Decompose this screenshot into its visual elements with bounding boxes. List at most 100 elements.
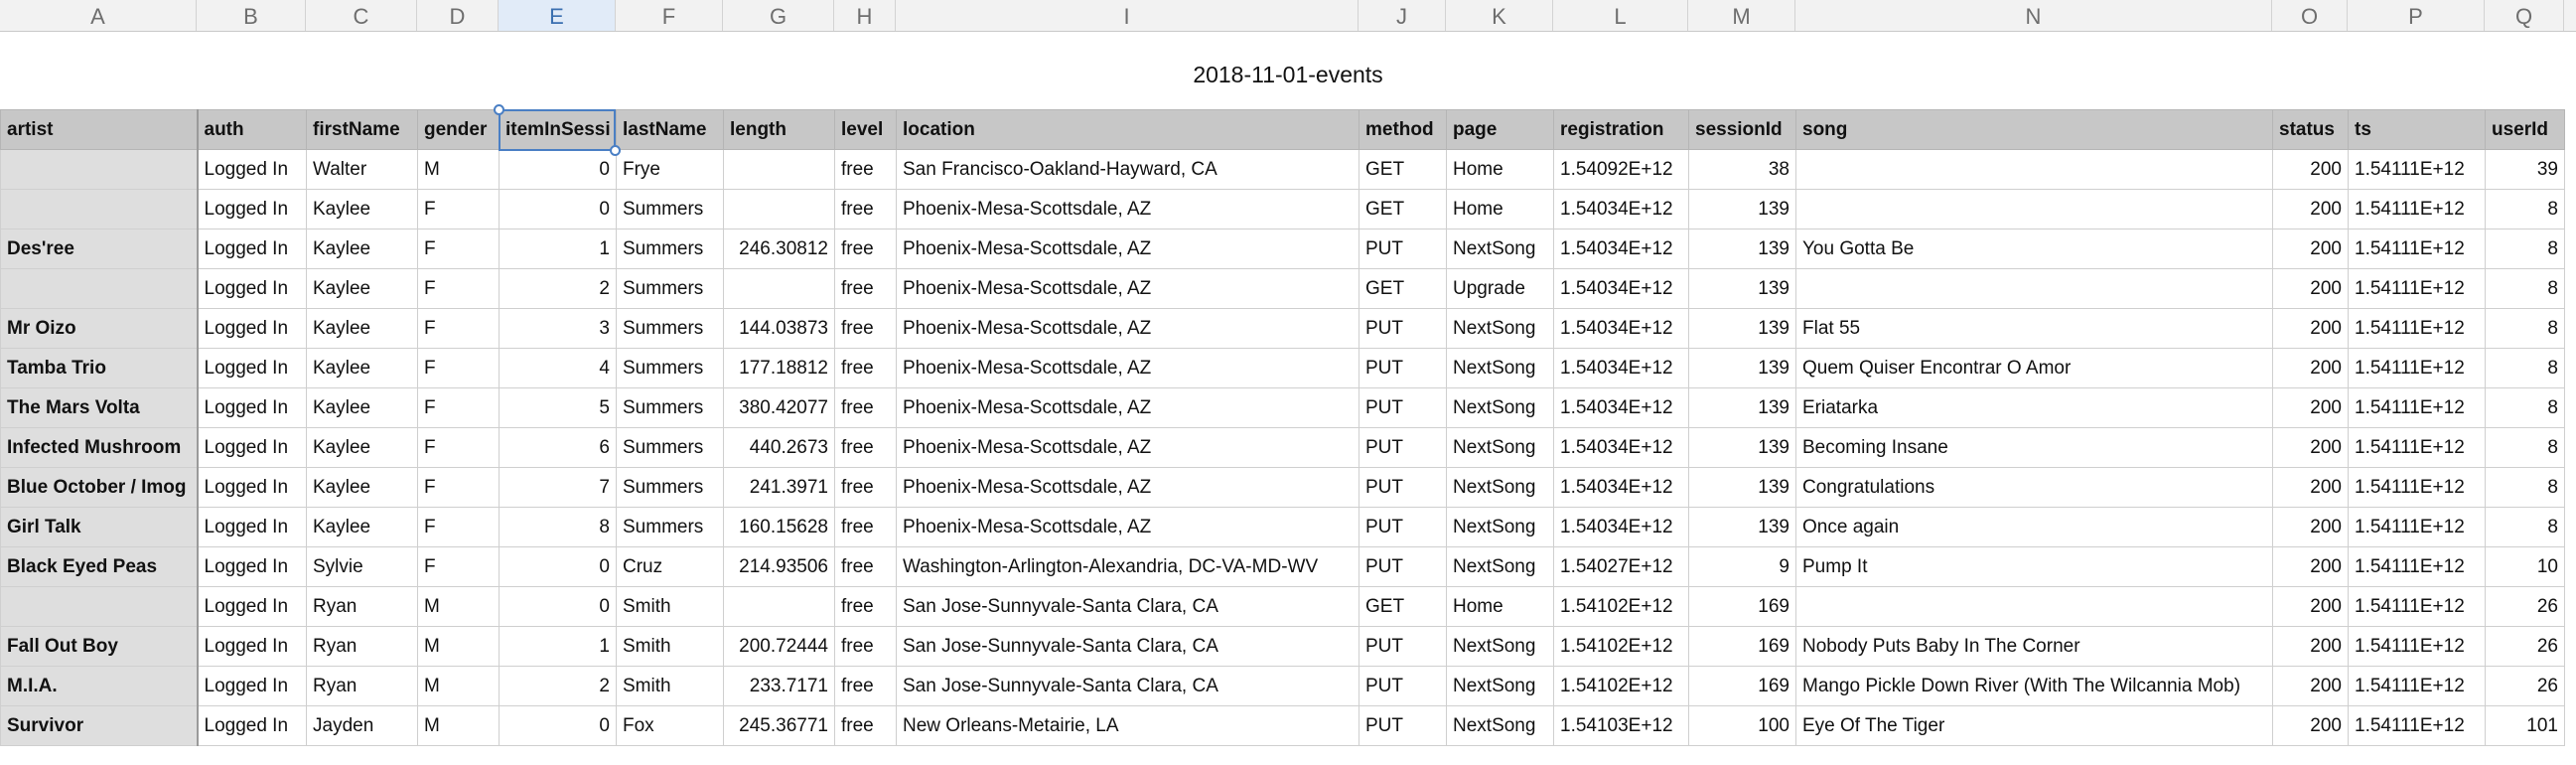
cell-registration[interactable]: 1.54092E+12 <box>1553 149 1689 190</box>
cell-registration[interactable]: 1.54102E+12 <box>1553 626 1689 667</box>
cell-level[interactable]: free <box>834 268 897 309</box>
cell-level[interactable]: free <box>834 586 897 627</box>
cell-gender[interactable]: M <box>417 149 500 190</box>
cell-status[interactable]: 200 <box>2272 626 2349 667</box>
cell-iteminsessi[interactable]: 0 <box>499 546 617 587</box>
cell-length[interactable]: 241.3971 <box>723 467 835 508</box>
cell-ts[interactable]: 1.54111E+12 <box>2348 705 2486 746</box>
cell-registration[interactable]: 1.54034E+12 <box>1553 387 1689 428</box>
cell-sessionid[interactable]: 169 <box>1688 586 1796 627</box>
cell-sessionid[interactable]: 9 <box>1688 546 1796 587</box>
cell-ts[interactable]: 1.54111E+12 <box>2348 268 2486 309</box>
cell-userid[interactable]: 8 <box>2485 268 2565 309</box>
cell-artist[interactable]: Girl Talk <box>0 507 199 547</box>
cell-ts[interactable]: 1.54111E+12 <box>2348 149 2486 190</box>
cell-length[interactable]: 214.93506 <box>723 546 835 587</box>
column-letter-k[interactable]: K <box>1446 0 1553 31</box>
cell-gender[interactable]: F <box>417 546 500 587</box>
cell-iteminsessi[interactable]: 2 <box>499 268 617 309</box>
header-cell-ts[interactable]: ts <box>2348 109 2486 150</box>
cell-firstname[interactable]: Kaylee <box>306 387 418 428</box>
cell-page[interactable]: NextSong <box>1446 348 1554 388</box>
cell-auth[interactable]: Logged In <box>197 268 307 309</box>
cell-ts[interactable]: 1.54111E+12 <box>2348 626 2486 667</box>
cell-page[interactable]: Home <box>1446 586 1554 627</box>
cell-page[interactable]: NextSong <box>1446 626 1554 667</box>
cell-page[interactable]: NextSong <box>1446 308 1554 349</box>
cell-song[interactable]: Once again <box>1795 507 2273 547</box>
cell-registration[interactable]: 1.54103E+12 <box>1553 705 1689 746</box>
cell-artist[interactable]: The Mars Volta <box>0 387 199 428</box>
cell-page[interactable]: NextSong <box>1446 705 1554 746</box>
cell-song[interactable] <box>1795 268 2273 309</box>
cell-auth[interactable]: Logged In <box>197 427 307 468</box>
cell-method[interactable]: PUT <box>1359 666 1447 706</box>
cell-sessionid[interactable]: 139 <box>1688 507 1796 547</box>
cell-auth[interactable]: Logged In <box>197 467 307 508</box>
cell-song[interactable]: Quem Quiser Encontrar O Amor <box>1795 348 2273 388</box>
cell-auth[interactable]: Logged In <box>197 546 307 587</box>
cell-registration[interactable]: 1.54102E+12 <box>1553 586 1689 627</box>
cell-lastname[interactable]: Cruz <box>616 546 724 587</box>
cell-firstname[interactable]: Kaylee <box>306 467 418 508</box>
cell-gender[interactable]: F <box>417 348 500 388</box>
cell-status[interactable]: 200 <box>2272 348 2349 388</box>
cell-gender[interactable]: M <box>417 666 500 706</box>
cell-userid[interactable]: 8 <box>2485 387 2565 428</box>
cell-ts[interactable]: 1.54111E+12 <box>2348 308 2486 349</box>
cell-page[interactable]: Upgrade <box>1446 268 1554 309</box>
cell-ts[interactable]: 1.54111E+12 <box>2348 586 2486 627</box>
column-letter-p[interactable]: P <box>2348 0 2485 31</box>
cell-page[interactable]: NextSong <box>1446 387 1554 428</box>
cell-lastname[interactable]: Summers <box>616 467 724 508</box>
cell-length[interactable] <box>723 189 835 230</box>
cell-auth[interactable]: Logged In <box>197 189 307 230</box>
cell-firstname[interactable]: Kaylee <box>306 189 418 230</box>
header-cell-firstname[interactable]: firstName <box>306 109 418 150</box>
cell-registration[interactable]: 1.54034E+12 <box>1553 348 1689 388</box>
cell-method[interactable]: PUT <box>1359 705 1447 746</box>
cell-page[interactable]: Home <box>1446 149 1554 190</box>
cell-status[interactable]: 200 <box>2272 149 2349 190</box>
cell-length[interactable] <box>723 586 835 627</box>
cell-method[interactable]: GET <box>1359 268 1447 309</box>
cell-iteminsessi[interactable]: 2 <box>499 666 617 706</box>
cell-firstname[interactable]: Kaylee <box>306 308 418 349</box>
column-letter-a[interactable]: A <box>0 0 197 31</box>
cell-ts[interactable]: 1.54111E+12 <box>2348 229 2486 269</box>
cell-song[interactable]: Congratulations <box>1795 467 2273 508</box>
cell-firstname[interactable]: Kaylee <box>306 348 418 388</box>
cell-ts[interactable]: 1.54111E+12 <box>2348 427 2486 468</box>
cell-registration[interactable]: 1.54034E+12 <box>1553 189 1689 230</box>
cell-location[interactable]: Phoenix-Mesa-Scottsdale, AZ <box>896 348 1360 388</box>
cell-status[interactable]: 200 <box>2272 586 2349 627</box>
cell-lastname[interactable]: Frye <box>616 149 724 190</box>
column-letter-f[interactable]: F <box>616 0 723 31</box>
cell-sessionid[interactable]: 139 <box>1688 308 1796 349</box>
cell-userid[interactable]: 8 <box>2485 348 2565 388</box>
cell-gender[interactable]: M <box>417 586 500 627</box>
cell-firstname[interactable]: Jayden <box>306 705 418 746</box>
cell-sessionid[interactable]: 169 <box>1688 626 1796 667</box>
cell-length[interactable]: 380.42077 <box>723 387 835 428</box>
cell-gender[interactable]: F <box>417 387 500 428</box>
selection-handle-bottom[interactable] <box>610 145 621 156</box>
cell-sessionid[interactable]: 139 <box>1688 348 1796 388</box>
cell-method[interactable]: PUT <box>1359 626 1447 667</box>
cell-location[interactable]: San Jose-Sunnyvale-Santa Clara, CA <box>896 626 1360 667</box>
column-letter-l[interactable]: L <box>1553 0 1688 31</box>
cell-method[interactable]: PUT <box>1359 507 1447 547</box>
cell-artist[interactable]: Infected Mushroom <box>0 427 199 468</box>
cell-iteminsessi[interactable]: 0 <box>499 189 617 230</box>
header-cell-length[interactable]: length <box>723 109 835 150</box>
cell-page[interactable]: NextSong <box>1446 467 1554 508</box>
header-cell-iteminsessi[interactable]: itemInSessi <box>499 109 617 150</box>
cell-userid[interactable]: 8 <box>2485 467 2565 508</box>
cell-userid[interactable]: 10 <box>2485 546 2565 587</box>
cell-status[interactable]: 200 <box>2272 666 2349 706</box>
cell-song[interactable] <box>1795 586 2273 627</box>
cell-gender[interactable]: F <box>417 507 500 547</box>
cell-location[interactable]: Phoenix-Mesa-Scottsdale, AZ <box>896 268 1360 309</box>
cell-artist[interactable]: M.I.A. <box>0 666 199 706</box>
cell-userid[interactable]: 26 <box>2485 626 2565 667</box>
